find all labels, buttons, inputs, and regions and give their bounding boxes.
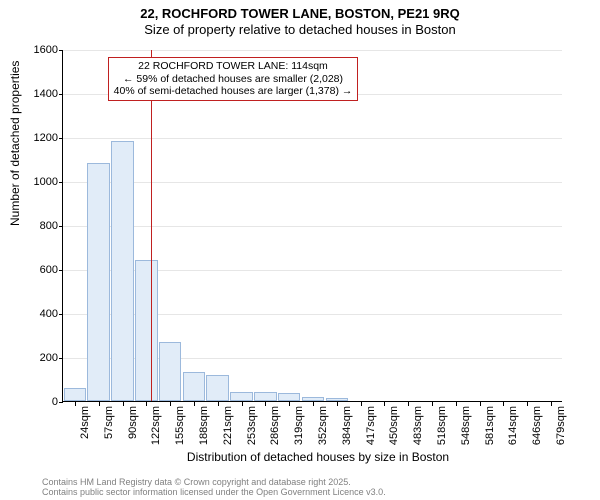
x-tick-label: 679sqm [555,406,567,456]
x-tick-mark [218,402,219,406]
histogram-bar [326,398,349,401]
histogram-bar [302,397,325,401]
footer-attribution: Contains HM Land Registry data © Crown c… [42,478,386,498]
x-tick-label: 90sqm [127,406,139,456]
x-tick-mark [408,402,409,406]
x-tick-label: 450sqm [388,406,400,456]
x-tick-mark [527,402,528,406]
x-tick-label: 155sqm [174,406,186,456]
x-tick-mark [123,402,124,406]
y-tick-mark [59,182,63,183]
y-tick-label: 400 [18,308,58,320]
x-tick-label: 253sqm [246,406,258,456]
x-tick-mark [432,402,433,406]
x-tick-label: 122sqm [150,406,162,456]
y-tick-label: 1600 [18,44,58,56]
x-tick-mark [337,402,338,406]
x-tick-mark [480,402,481,406]
x-tick-mark [503,402,504,406]
x-tick-label: 221sqm [222,406,234,456]
x-tick-label: 646sqm [531,406,543,456]
y-tick-mark [59,226,63,227]
plot-region: 0200400600800100012001400160024sqm57sqm9… [62,50,562,402]
x-tick-label: 518sqm [436,406,448,456]
x-tick-label: 188sqm [198,406,210,456]
x-tick-mark [289,402,290,406]
y-tick-mark [59,94,63,95]
x-tick-mark [265,402,266,406]
x-tick-label: 319sqm [293,406,305,456]
y-tick-label: 600 [18,264,58,276]
y-tick-label: 1000 [18,176,58,188]
y-tick-mark [59,402,63,403]
x-tick-mark [361,402,362,406]
y-tick-mark [59,314,63,315]
annotation-box: 22 ROCHFORD TOWER LANE: 114sqm← 59% of d… [108,57,358,101]
y-tick-label: 800 [18,220,58,232]
x-axis-label: Distribution of detached houses by size … [18,450,600,464]
title-line-2: Size of property relative to detached ho… [0,22,600,38]
histogram-bar [230,392,253,401]
x-tick-label: 548sqm [460,406,472,456]
gridline [63,50,562,51]
x-tick-mark [194,402,195,406]
y-tick-label: 0 [18,396,58,408]
histogram-bar [159,342,182,401]
y-tick-label: 1400 [18,88,58,100]
x-tick-label: 24sqm [79,406,91,456]
x-tick-label: 57sqm [103,406,115,456]
histogram-bar [206,375,229,401]
x-tick-label: 614sqm [507,406,519,456]
y-tick-mark [59,358,63,359]
y-tick-mark [59,270,63,271]
x-tick-label: 581sqm [484,406,496,456]
histogram-bar [64,388,87,401]
gridline [63,182,562,183]
x-tick-mark [242,402,243,406]
x-tick-label: 286sqm [269,406,281,456]
x-tick-mark [75,402,76,406]
x-tick-label: 483sqm [412,406,424,456]
y-tick-label: 1200 [18,132,58,144]
annotation-line-3: 40% of semi-detached houses are larger (… [113,85,353,98]
chart-area: 0200400600800100012001400160024sqm57sqm9… [62,50,562,402]
title-line-1: 22, ROCHFORD TOWER LANE, BOSTON, PE21 9R… [0,6,600,22]
y-tick-mark [59,138,63,139]
annotation-line-1: 22 ROCHFORD TOWER LANE: 114sqm [113,60,353,73]
annotation-line-2: ← 59% of detached houses are smaller (2,… [113,73,353,86]
x-tick-mark [146,402,147,406]
x-tick-mark [313,402,314,406]
x-tick-label: 417sqm [365,406,377,456]
histogram-bar [135,260,158,401]
y-tick-mark [59,50,63,51]
gridline [63,226,562,227]
x-tick-mark [99,402,100,406]
x-tick-mark [551,402,552,406]
y-tick-label: 200 [18,352,58,364]
histogram-bar [183,372,206,401]
x-tick-label: 352sqm [317,406,329,456]
histogram-bar [278,393,301,401]
x-tick-label: 384sqm [341,406,353,456]
x-tick-mark [384,402,385,406]
histogram-bar [111,141,134,401]
x-tick-mark [456,402,457,406]
x-tick-mark [170,402,171,406]
gridline [63,138,562,139]
property-marker-line [151,50,152,401]
chart-title-block: 22, ROCHFORD TOWER LANE, BOSTON, PE21 9R… [0,0,600,39]
histogram-bar [87,163,110,401]
footer-line-2: Contains public sector information licen… [42,488,386,498]
histogram-bar [254,392,277,401]
